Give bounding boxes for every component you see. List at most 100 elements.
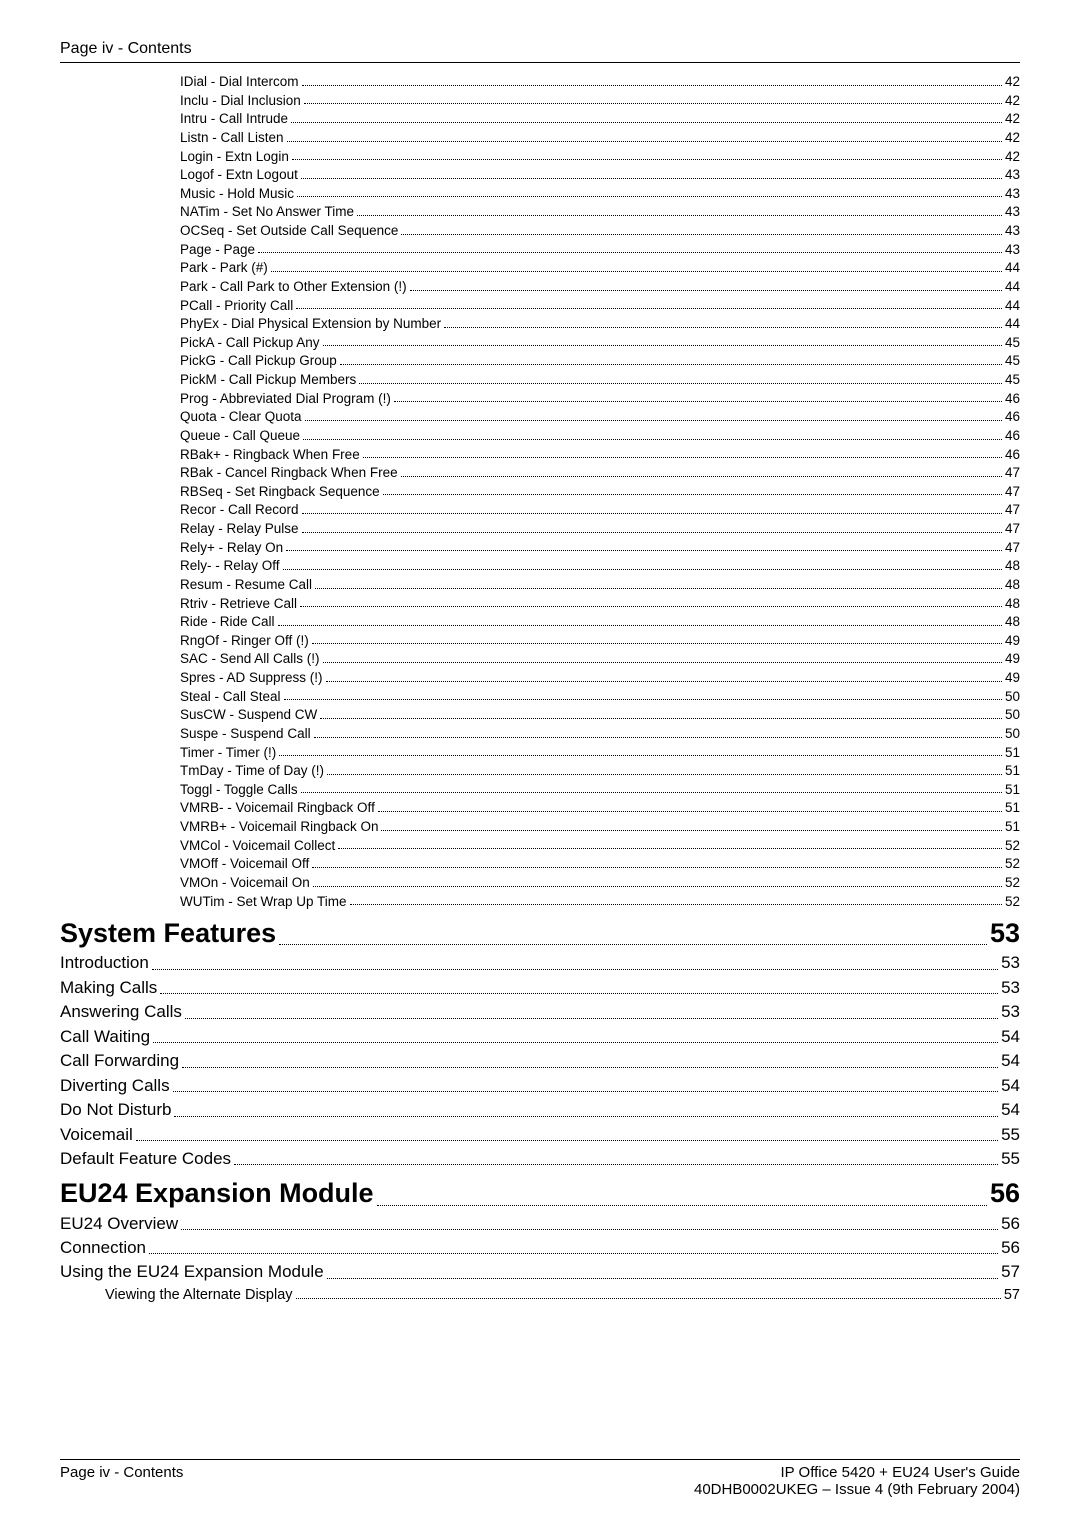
toc-entry: Music - Hold Music 43 <box>180 185 1020 204</box>
toc-page-number: 55 <box>1001 1123 1020 1147</box>
toc-leader-dots <box>314 737 1002 738</box>
toc-entry: Making Calls 53 <box>60 976 1020 1000</box>
toc-leader-dots <box>350 904 1002 905</box>
toc-entry: Prog - Abbreviated Dial Program (!) 46 <box>180 390 1020 409</box>
toc-leader-dots <box>302 85 1002 86</box>
toc-entry: Answering Calls 53 <box>60 1000 1020 1024</box>
page-header-text: Page iv - Contents <box>60 40 192 57</box>
toc-entry: Rely+ - Relay On 47 <box>180 539 1020 558</box>
toc-page-number: 53 <box>990 916 1020 951</box>
toc-leader-dots <box>323 662 1002 663</box>
toc-leader-dots <box>174 1116 998 1117</box>
toc-page-number: 50 <box>1005 725 1020 744</box>
toc-label: Introduction <box>60 951 149 975</box>
footer-right-line2: 40DHB0002UKEG – Issue 4 (9th February 20… <box>694 1481 1020 1498</box>
toc-entry: VMRB- - Voicemail Ringback Off 51 <box>180 799 1020 818</box>
toc-entry: Diverting Calls 54 <box>60 1074 1020 1098</box>
toc-label: Intru - Call Intrude <box>180 110 288 129</box>
toc-leader-dots <box>185 1018 998 1019</box>
toc-entry: Intru - Call Intrude 42 <box>180 110 1020 129</box>
toc-label: Music - Hold Music <box>180 185 294 204</box>
toc-label: Queue - Call Queue <box>180 427 300 446</box>
toc-page-number: 47 <box>1005 539 1020 558</box>
toc-page-number: 52 <box>1005 874 1020 893</box>
toc-page-number: 51 <box>1005 799 1020 818</box>
toc-leader-dots <box>297 196 1002 197</box>
toc-entry: Park - Call Park to Other Extension (!) … <box>180 278 1020 297</box>
toc-entry: EU24 Expansion Module 56 <box>60 1176 1020 1211</box>
toc-page-number: 50 <box>1005 706 1020 725</box>
toc-leader-dots <box>234 1164 998 1165</box>
toc-page-number: 45 <box>1005 334 1020 353</box>
toc-page-number: 48 <box>1005 557 1020 576</box>
toc-page-number: 47 <box>1005 501 1020 520</box>
toc-page-number: 45 <box>1005 352 1020 371</box>
toc-label: Resum - Resume Call <box>180 576 312 595</box>
toc-page-number: 42 <box>1005 148 1020 167</box>
toc-label: Timer - Timer (!) <box>180 744 276 763</box>
toc-leader-dots <box>401 234 1002 235</box>
toc-page-number: 42 <box>1005 110 1020 129</box>
toc-label: OCSeq - Set Outside Call Sequence <box>180 222 398 241</box>
toc-entry: Using the EU24 Expansion Module 57 <box>60 1260 1020 1284</box>
toc-page-number: 46 <box>1005 390 1020 409</box>
toc-label: RBSeq - Set Ringback Sequence <box>180 483 380 502</box>
toc-leader-dots <box>296 308 1002 309</box>
toc-page-number: 53 <box>1001 976 1020 1000</box>
toc-entry: System Features 53 <box>60 916 1020 951</box>
toc-entry: Suspe - Suspend Call 50 <box>180 725 1020 744</box>
toc-page-number: 43 <box>1005 222 1020 241</box>
toc-entry: VMCol - Voicemail Collect 52 <box>180 837 1020 856</box>
toc-page-number: 51 <box>1005 744 1020 763</box>
toc-label: Ride - Ride Call <box>180 613 275 632</box>
toc-label: Logof - Extn Logout <box>180 166 298 185</box>
toc-entry: Connection 56 <box>60 1236 1020 1260</box>
toc-label: System Features <box>60 916 276 951</box>
toc-label: Do Not Disturb <box>60 1098 171 1122</box>
toc-label: Diverting Calls <box>60 1074 170 1098</box>
toc-label: PickM - Call Pickup Members <box>180 371 356 390</box>
toc-page-number: 57 <box>1004 1285 1020 1305</box>
toc-label: VMOn - Voicemail On <box>180 874 310 893</box>
toc-label: RBak - Cancel Ringback When Free <box>180 464 398 483</box>
toc-leader-dots <box>296 1298 1001 1299</box>
toc-leader-dots <box>303 439 1002 440</box>
toc-label: VMRB- - Voicemail Ringback Off <box>180 799 375 818</box>
toc-entry: Rtriv - Retrieve Call 48 <box>180 595 1020 614</box>
toc-label: Relay - Relay Pulse <box>180 520 299 539</box>
toc-entry: Do Not Disturb 54 <box>60 1098 1020 1122</box>
toc-entry: Queue - Call Queue 46 <box>180 427 1020 446</box>
toc-leader-dots <box>283 569 1002 570</box>
toc-entry: Login - Extn Login 42 <box>180 148 1020 167</box>
toc-page-number: 52 <box>1005 837 1020 856</box>
toc-leader-dots <box>301 792 1002 793</box>
toc-label: Page - Page <box>180 241 255 260</box>
toc-leader-dots <box>377 1205 987 1206</box>
toc-entry: VMRB+ - Voicemail Ringback On 51 <box>180 818 1020 837</box>
toc-entry: PickA - Call Pickup Any 45 <box>180 334 1020 353</box>
toc-entry: OCSeq - Set Outside Call Sequence 43 <box>180 222 1020 241</box>
toc-entry: Call Forwarding 54 <box>60 1049 1020 1073</box>
toc-entry: RBak+ - Ringback When Free 46 <box>180 446 1020 465</box>
toc-leader-dots <box>338 848 1002 849</box>
toc-leader-dots <box>153 1042 998 1043</box>
toc-page-number: 42 <box>1005 92 1020 111</box>
toc-leader-dots <box>320 718 1002 719</box>
toc-page-number: 45 <box>1005 371 1020 390</box>
toc-page-number: 54 <box>1001 1098 1020 1122</box>
toc-page-number: 56 <box>990 1176 1020 1211</box>
toc-leader-dots <box>160 993 998 994</box>
toc-page-number: 55 <box>1001 1147 1020 1171</box>
toc-entry: TmDay - Time of Day (!) 51 <box>180 762 1020 781</box>
toc-entry: SAC - Send All Calls (!) 49 <box>180 650 1020 669</box>
toc-label: WUTim - Set Wrap Up Time <box>180 893 347 912</box>
footer-right: IP Office 5420 + EU24 User's Guide 40DHB… <box>694 1464 1020 1498</box>
toc-label: Recor - Call Record <box>180 501 299 520</box>
toc-leader-dots <box>302 532 1002 533</box>
toc-page-number: 43 <box>1005 203 1020 222</box>
toc-page-number: 57 <box>1001 1260 1020 1284</box>
toc-page-number: 44 <box>1005 297 1020 316</box>
toc-label: Suspe - Suspend Call <box>180 725 311 744</box>
toc-page-number: 54 <box>1001 1074 1020 1098</box>
toc-label: Login - Extn Login <box>180 148 289 167</box>
